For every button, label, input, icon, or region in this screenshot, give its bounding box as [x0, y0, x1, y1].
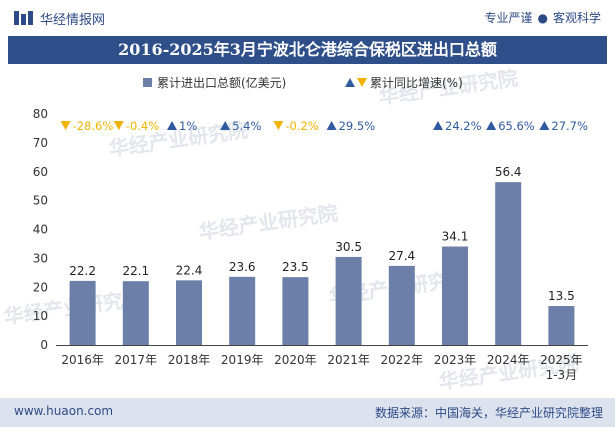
website-url[interactable]: www.huaon.com [14, 404, 114, 418]
growth-rate-label: -0.2% [285, 119, 318, 133]
bar [388, 265, 415, 345]
tagline-left: 专业严谨 [484, 11, 533, 25]
growth-up-icon [433, 121, 443, 130]
x-tick-label: 2019年 [221, 353, 264, 367]
y-tick-label: 30 [33, 251, 48, 265]
legend-growth-label: 累计同比增速(%) [370, 76, 463, 90]
growth-rate-label: 27.7% [551, 119, 588, 133]
x-tick-label: 2021年 [327, 353, 370, 367]
x-tick-label: 2018年 [168, 353, 211, 367]
growth-rate-label: 24.2% [445, 119, 482, 133]
bar [335, 256, 362, 345]
growth-rate-label: 1% [179, 119, 197, 133]
watermark-text: 华经产业研究院 [197, 201, 339, 244]
y-tick-label: 0 [40, 338, 48, 352]
growth-rate-label: 29.5% [339, 119, 376, 133]
bar-value-label: 56.4 [495, 165, 522, 179]
bar [495, 182, 522, 345]
y-tick-label: 40 [33, 223, 48, 237]
growth-up-icon [220, 121, 231, 130]
x-tick-label: 2020年 [274, 353, 317, 367]
bar-value-label: 23.5 [282, 260, 309, 274]
legend-down-icon [357, 78, 367, 87]
data-source: 数据来源：中国海关，华经产业研究院整理 [374, 406, 603, 420]
bar-value-label: 27.4 [388, 249, 415, 263]
y-tick-label: 60 [33, 165, 48, 179]
bar-value-label: 30.5 [335, 240, 362, 254]
growth-up-icon [539, 121, 550, 130]
tagline-right: 客观科学 [552, 11, 601, 25]
x-tick-label: 2025年 1-3月 [540, 353, 583, 382]
tagline: 专业严谨 ● 客观科学 [484, 9, 601, 26]
bar-value-label: 23.6 [229, 260, 256, 274]
top-bar: 华经情报网 专业严谨 ● 客观科学 [0, 0, 615, 36]
bar-value-label: 22.4 [176, 263, 203, 277]
growth-rate-label: -28.6% [73, 119, 114, 133]
bar [548, 306, 575, 345]
x-tick-label: 2024年 [487, 353, 530, 367]
y-tick-label: 20 [33, 280, 48, 294]
growth-up-icon [167, 121, 177, 130]
growth-rate-label: 65.6% [498, 119, 535, 133]
y-tick-label: 50 [33, 194, 48, 208]
bar [229, 276, 256, 345]
y-tick-label: 70 [33, 136, 48, 150]
y-tick-label: 80 [33, 107, 48, 121]
bar [122, 281, 149, 345]
chart: 华经产业研究院华经产业研究院华经产业研究院华经产业研究院华经产业研究院华经产业研… [2, 66, 588, 394]
bar-value-label: 22.2 [69, 264, 96, 278]
y-tick-label: 10 [33, 309, 48, 323]
tagline-separator: ● [537, 11, 548, 25]
x-tick-label: 2023年 [434, 353, 477, 367]
growth-down-icon [273, 121, 284, 130]
chart-title: 2016-2025年3月宁波北仑港综合保税区进出口总额 [118, 40, 497, 59]
growth-down-icon [60, 121, 71, 130]
x-tick-label: 2017年 [115, 353, 158, 367]
bar [282, 277, 309, 345]
legend-bar-swatch [143, 78, 152, 87]
bar [69, 280, 96, 345]
growth-up-icon [326, 121, 337, 130]
x-tick-label: 2022年 [381, 353, 424, 367]
title-bar: 2016-2025年3月宁波北仑港综合保税区进出口总额 [8, 36, 607, 64]
bar [442, 246, 468, 345]
bar [176, 280, 202, 345]
growth-rate-label: 5.4% [232, 119, 261, 133]
growth-down-icon [113, 121, 124, 130]
bar-value-label: 13.5 [548, 289, 575, 303]
bar-value-label: 34.1 [442, 230, 469, 244]
legend-up-icon [345, 78, 355, 87]
brand-name: 华经情报网 [40, 13, 106, 28]
logo-icon [14, 11, 33, 25]
legend-bar-label: 累计进出口总额(亿美元) [157, 75, 286, 90]
growth-up-icon [486, 121, 497, 130]
growth-rate-label: -0.4% [126, 119, 159, 133]
bar-value-label: 22.1 [122, 264, 149, 278]
footer-bar: www.huaon.com 数据来源：中国海关，华经产业研究院整理 [0, 398, 615, 427]
x-tick-label: 2016年 [61, 353, 104, 367]
